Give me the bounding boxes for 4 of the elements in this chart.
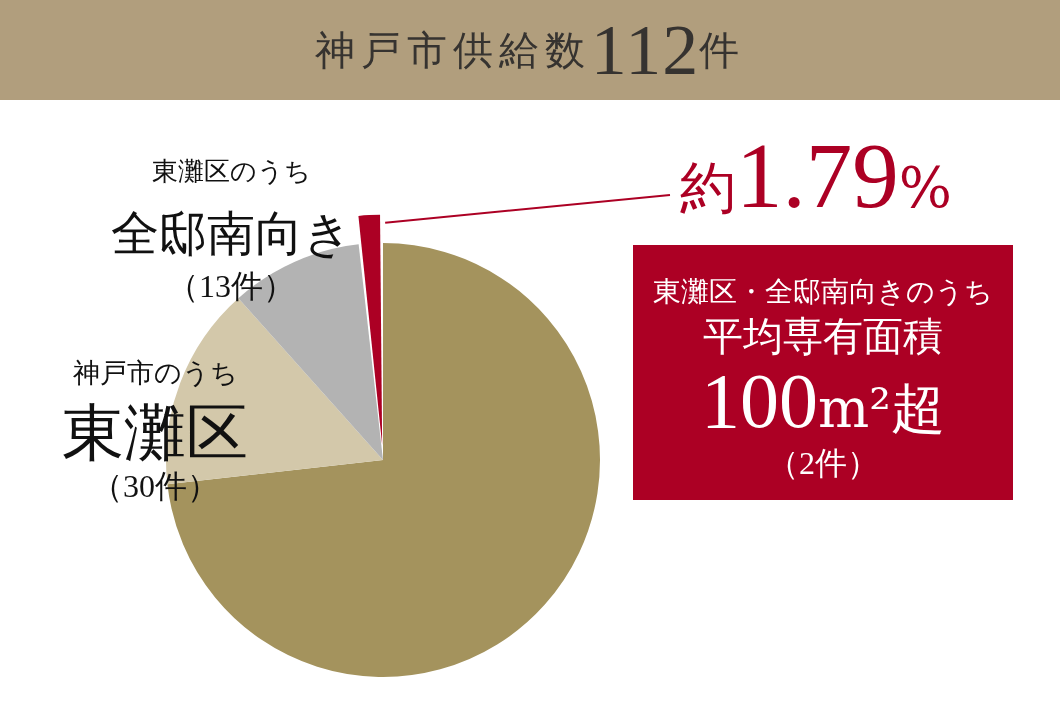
slice-label: 神戸市のうち東灘区（30件） [62,357,248,506]
slice-label: 東灘区のうち全邸南向き（13件） [110,155,352,306]
text: 東灘区・全邸南向きのうち平均専有面積100m²超（2件） [653,274,993,483]
data-label: 約1.79% [680,123,952,227]
